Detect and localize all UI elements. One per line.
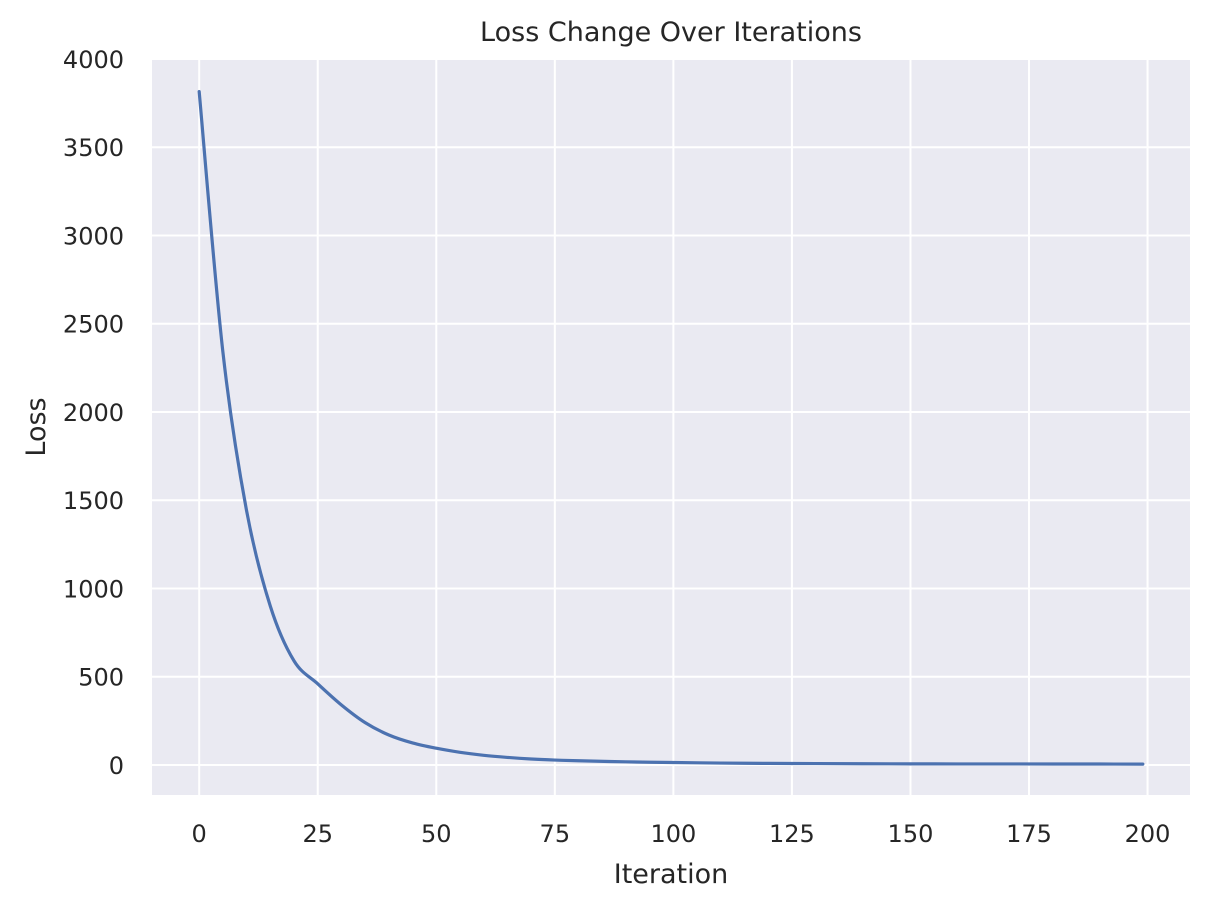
x-tick-label: 50 bbox=[421, 820, 452, 848]
y-tick-label: 0 bbox=[109, 752, 124, 780]
loss-series-line bbox=[197, 90, 1145, 766]
y-tick-labels: 0 500 1000 1500 2000 2500 3000 3500 4000 bbox=[63, 46, 124, 780]
x-tick-label: 25 bbox=[302, 820, 333, 848]
y-tick-label: 2000 bbox=[63, 399, 124, 427]
series-layer bbox=[197, 90, 1145, 766]
y-tick-label: 2500 bbox=[63, 311, 124, 339]
y-tick-label: 3500 bbox=[63, 134, 124, 162]
y-tick-label: 1000 bbox=[63, 575, 124, 603]
y-tick-label: 1500 bbox=[63, 487, 124, 515]
y-tick-label: 3000 bbox=[63, 222, 124, 250]
x-tick-label: 0 bbox=[192, 820, 207, 848]
chart-title: Loss Change Over Iterations bbox=[480, 17, 862, 48]
grid-lines bbox=[152, 58, 1190, 795]
y-axis-title: Loss bbox=[21, 397, 52, 456]
x-tick-label: 125 bbox=[769, 820, 815, 848]
y-tick-label: 500 bbox=[78, 664, 124, 692]
x-tick-label: 200 bbox=[1125, 820, 1171, 848]
x-tick-label: 175 bbox=[1006, 820, 1052, 848]
x-axis-title: Iteration bbox=[614, 859, 729, 890]
plot-background bbox=[152, 59, 1190, 795]
x-tick-labels: 0 25 50 75 100 125 150 175 200 bbox=[192, 820, 1171, 848]
x-tick-label: 75 bbox=[540, 820, 571, 848]
y-tick-label: 4000 bbox=[63, 46, 124, 74]
x-tick-label: 100 bbox=[650, 820, 696, 848]
x-tick-label: 150 bbox=[888, 820, 934, 848]
